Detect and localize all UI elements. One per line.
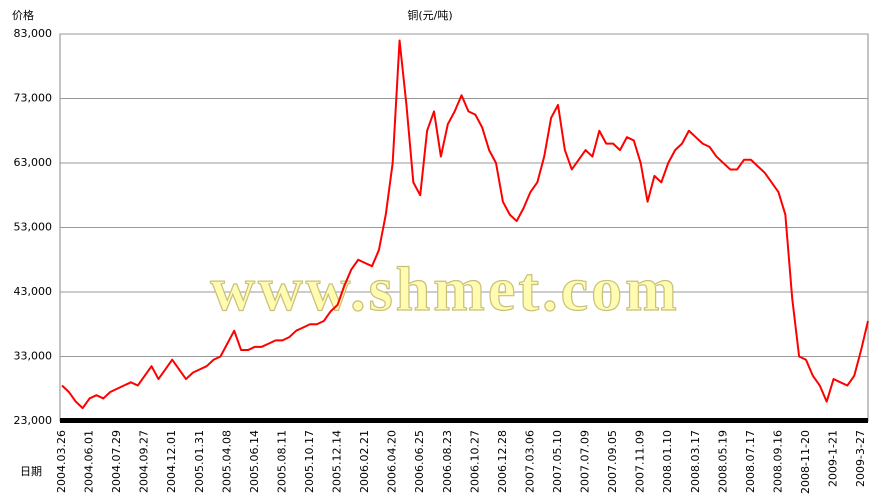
y-tick-label: 53,000 [14, 221, 53, 234]
x-tick-label: 2008-11-20 [799, 430, 812, 494]
x-tick-label: 2004.07.29 [110, 430, 123, 493]
y-tick-label: 33,000 [14, 350, 53, 363]
x-tick-label: 2005.04.08 [220, 430, 233, 493]
x-tick-label: 2004.09.27 [138, 430, 151, 493]
y-tick-label: 83,000 [14, 27, 53, 40]
x-tick-label: 2005.12.14 [331, 430, 344, 493]
x-tick-label: 2008.05.19 [716, 430, 729, 493]
price-line [61, 39, 869, 410]
x-axis-band [60, 418, 868, 423]
x-tick-label: 2006.08.23 [441, 430, 454, 493]
x-tick-label: 2005.01.31 [193, 430, 206, 493]
x-tick-label: 2008.01.10 [661, 430, 674, 493]
x-tick-label: 2009-1-21 [827, 430, 840, 487]
watermark: www.shmet.com [210, 256, 680, 324]
x-tick-label: 2008.07.17 [744, 430, 757, 493]
x-tick-label: 2006.04.20 [386, 430, 399, 493]
x-tick-label: 2008.09.16 [771, 430, 784, 493]
y-axis-title: 价格 [12, 8, 34, 22]
chart-title: 铜(元/吨) [407, 8, 452, 22]
x-axis-title: 日期 [20, 465, 42, 478]
x-tick-label: 2007.09.05 [606, 430, 619, 493]
x-tick-label: 2004.03.26 [55, 430, 68, 493]
x-tick-label: 2007.05.10 [551, 430, 564, 493]
x-tick-label: 2009-3-27 [854, 430, 867, 487]
x-tick-label: 2006.06.25 [413, 430, 426, 493]
y-tick-label: 63,000 [14, 156, 53, 169]
y-tick-label: 43,000 [14, 285, 53, 298]
x-tick-label: 2004.06.01 [83, 430, 96, 493]
x-tick-label: 2006.02.21 [358, 430, 371, 493]
x-tick-label: 2005.08.11 [275, 430, 288, 493]
x-tick-label: 2008.03.17 [689, 430, 702, 493]
x-tick-label: 2007.07.09 [579, 430, 592, 493]
y-tick-label: 73,000 [14, 92, 53, 105]
x-tick-label: 2005.10.17 [303, 430, 316, 493]
x-tick-label: 2006.10.27 [468, 430, 481, 493]
x-tick-label: 2006.12.28 [496, 430, 509, 493]
x-tick-label: 2004.12.01 [165, 430, 178, 493]
x-tick-label: 2007.11.09 [634, 430, 647, 493]
x-tick-label: 2005.06.14 [248, 430, 261, 493]
x-tick-label: 2007.03.06 [523, 430, 536, 493]
y-tick-label: 23,000 [14, 414, 53, 427]
